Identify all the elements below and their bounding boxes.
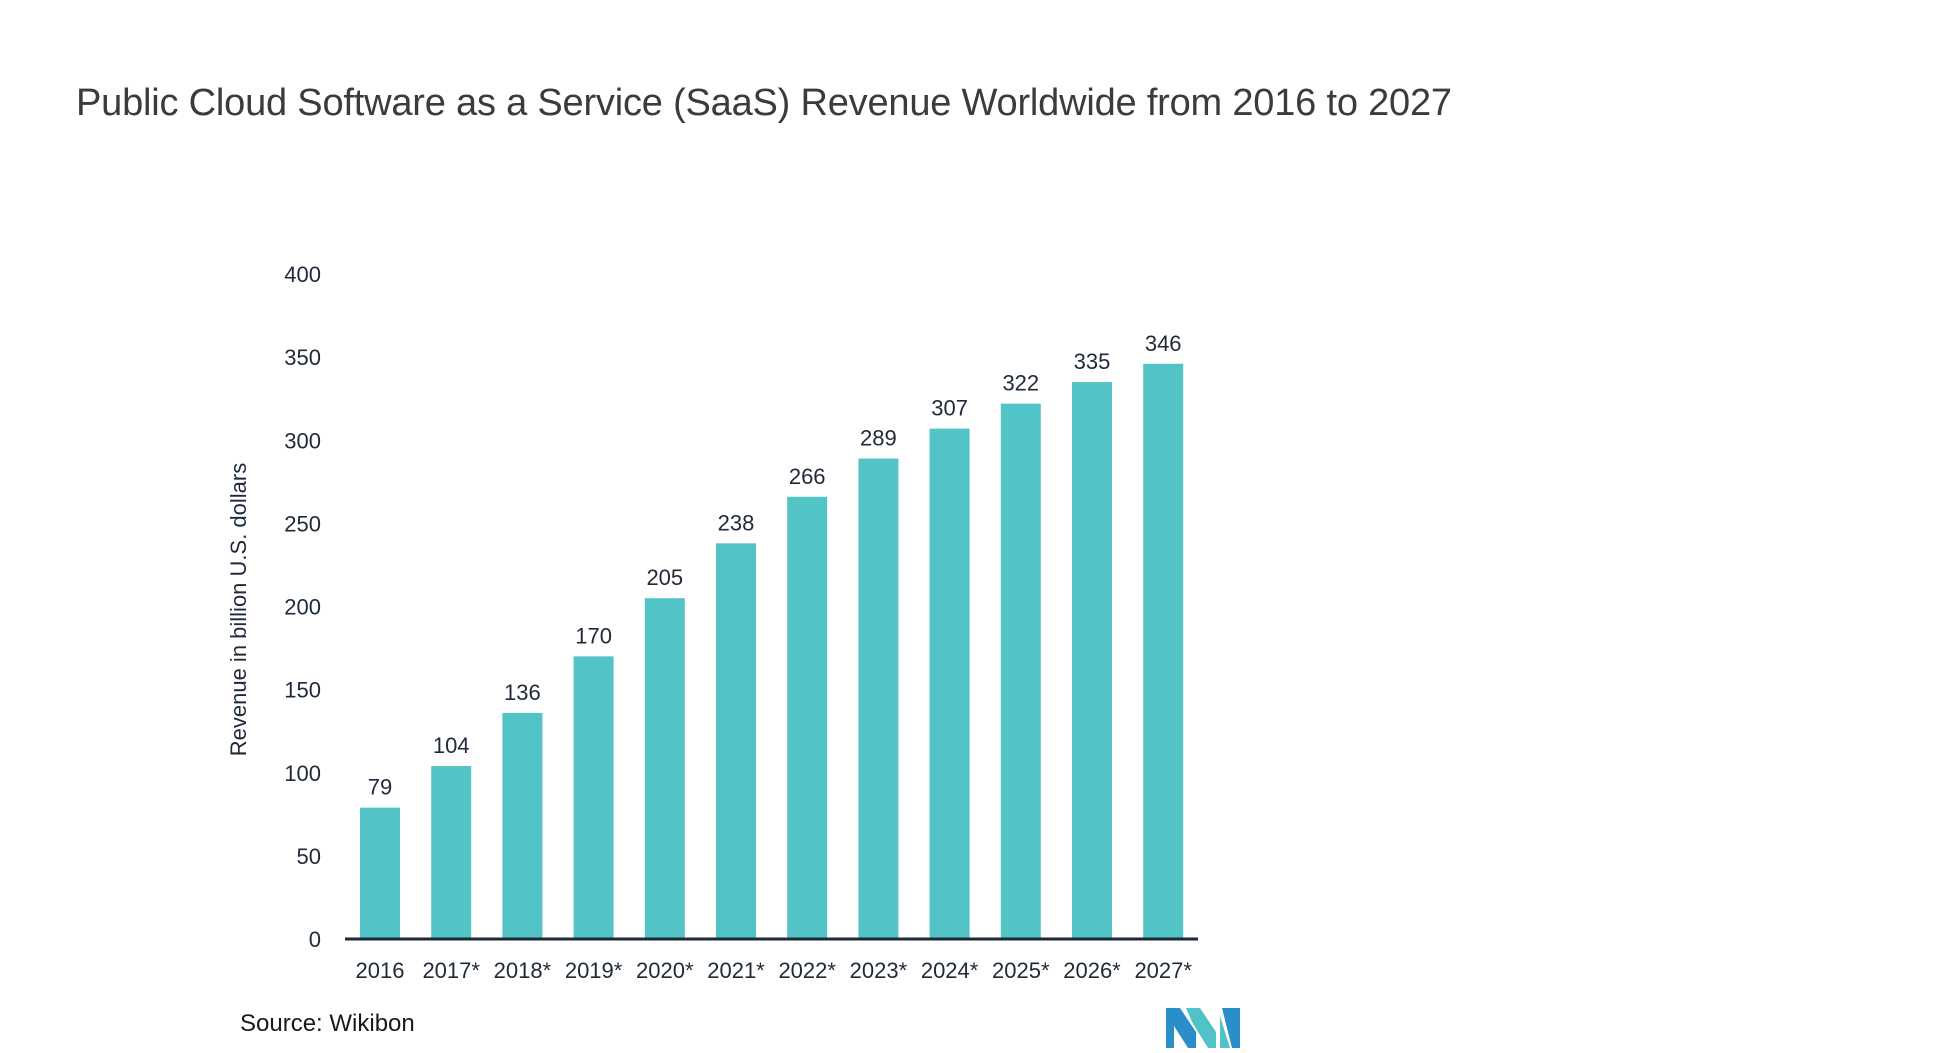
- y-tick-label: 100: [284, 761, 321, 786]
- chart-title: Public Cloud Software as a Service (SaaS…: [76, 82, 1452, 124]
- bar-2024: [929, 428, 970, 939]
- bar-2027: [1143, 363, 1184, 939]
- y-axis-label: Revenue in billion U.S. dollars: [226, 463, 251, 757]
- x-tick-label: 2017*: [422, 958, 480, 983]
- bar-value-label: 104: [433, 733, 470, 758]
- bar-2022: [787, 496, 828, 939]
- y-tick-label: 50: [297, 844, 321, 869]
- bar-2023: [858, 458, 899, 939]
- y-tick-label: 200: [284, 595, 321, 620]
- y-tick-label: 350: [284, 345, 321, 370]
- x-tick-label: 2026*: [1063, 958, 1121, 983]
- x-tick-label: 2023*: [850, 958, 908, 983]
- x-tick-label: 2027*: [1134, 958, 1192, 983]
- x-tick-label: 2024*: [921, 958, 979, 983]
- bar-2020: [644, 598, 685, 939]
- bar-2026: [1072, 382, 1112, 939]
- bar-value-label: 170: [575, 623, 612, 648]
- y-tick-label: 300: [284, 428, 321, 453]
- bar-value-label: 266: [789, 464, 826, 489]
- x-tick-label: 2022*: [778, 958, 836, 983]
- company-logo-icon: [1166, 1008, 1240, 1048]
- y-tick-label: 0: [309, 927, 321, 952]
- y-tick-label: 150: [284, 678, 321, 703]
- bar-2018: [502, 712, 543, 939]
- bar-2019: [573, 656, 614, 939]
- bar-value-label: 335: [1074, 349, 1111, 374]
- source-note: Source: Wikibon: [240, 1010, 415, 1037]
- bar-value-label: 346: [1145, 331, 1182, 356]
- bar-2021: [716, 543, 756, 939]
- bar-value-label: 136: [504, 680, 541, 705]
- x-tick-label: 2016: [356, 958, 405, 983]
- bar-value-label: 322: [1002, 371, 1039, 396]
- y-tick-label: 400: [284, 262, 321, 287]
- bar-value-label: 289: [860, 426, 897, 451]
- x-tick-label: 2018*: [494, 958, 552, 983]
- x-tick-label: 2021*: [707, 958, 765, 983]
- bar-2025: [1000, 403, 1041, 939]
- bar-value-label: 238: [718, 510, 755, 535]
- x-tick-label: 2020*: [636, 958, 694, 983]
- y-tick-label: 250: [284, 511, 321, 536]
- bar-2017: [431, 766, 472, 939]
- bar-2016: [360, 807, 400, 939]
- bar-value-label: 205: [646, 565, 683, 590]
- x-tick-label: 2019*: [565, 958, 623, 983]
- bar-value-label: 79: [368, 775, 392, 800]
- x-tick-label: 2025*: [992, 958, 1050, 983]
- bar-value-label: 307: [931, 396, 968, 421]
